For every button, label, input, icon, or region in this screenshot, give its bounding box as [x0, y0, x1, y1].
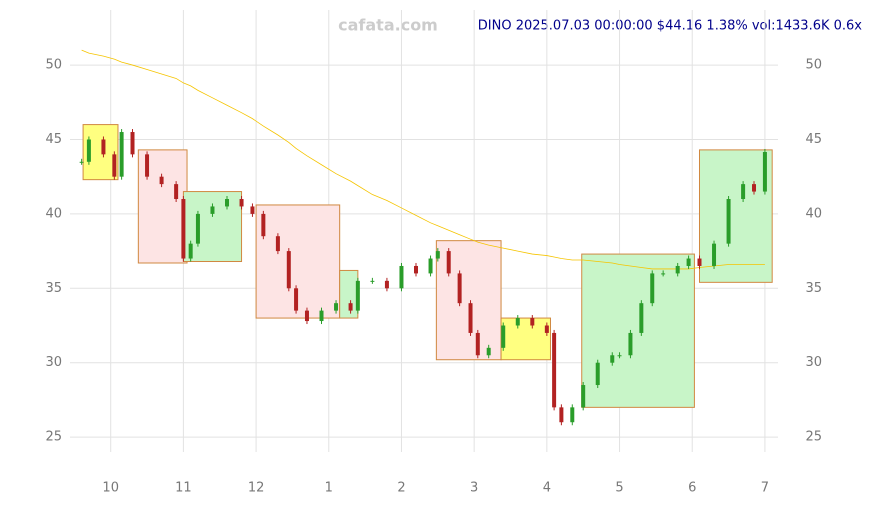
y-tick-label: 25	[45, 430, 62, 445]
candle	[334, 303, 339, 311]
range-box	[435, 240, 502, 361]
candle	[435, 251, 440, 259]
y-tick-label: 50	[805, 58, 822, 73]
y-tick-label: 45	[45, 132, 62, 147]
y-tick-label: 40	[45, 206, 62, 221]
candle	[414, 265, 419, 274]
candle	[628, 332, 633, 356]
candle	[530, 318, 535, 326]
candle	[181, 199, 186, 259]
x-tick-label: 1	[325, 481, 333, 496]
candle	[468, 303, 473, 333]
candle	[159, 176, 164, 185]
candle	[650, 273, 655, 304]
candle	[239, 199, 244, 207]
range-box	[500, 317, 551, 361]
x-tick-label: 6	[688, 481, 696, 496]
candle	[250, 206, 255, 214]
y-tick-label: 40	[805, 206, 822, 221]
candle	[210, 206, 215, 214]
candle	[119, 132, 124, 177]
chart-title: DINO 2025.07.03 00:00:00 $44.16 1.38% vo…	[478, 19, 863, 34]
range-box	[339, 269, 359, 319]
candle	[130, 132, 135, 155]
candle	[275, 236, 280, 252]
candle	[112, 154, 117, 177]
x-tick-label: 3	[470, 481, 478, 496]
candle	[570, 407, 575, 423]
candle	[726, 199, 731, 244]
candle	[515, 318, 520, 326]
candle	[79, 161, 84, 163]
candle	[697, 258, 702, 266]
range-box	[182, 191, 243, 263]
candle	[399, 265, 404, 289]
candle	[86, 139, 91, 162]
x-tick-label: 7	[761, 481, 769, 496]
candle	[661, 273, 666, 275]
range-box	[581, 253, 695, 408]
candle	[304, 310, 309, 322]
candle	[752, 184, 757, 192]
watermark: cafata.com	[338, 16, 438, 35]
candle	[741, 184, 746, 200]
x-tick-label: 2	[397, 481, 405, 496]
candle	[286, 251, 291, 289]
candle	[457, 273, 462, 304]
candle	[294, 288, 299, 311]
range-box	[698, 149, 773, 283]
ma-line	[81, 49, 765, 270]
candle	[501, 325, 506, 348]
x-tick-label: 4	[543, 481, 551, 496]
candle	[174, 184, 179, 200]
y-tick-label: 35	[45, 281, 62, 296]
candle	[595, 362, 600, 386]
y-tick-label: 35	[805, 281, 822, 296]
candle	[225, 199, 230, 207]
candle	[348, 303, 353, 311]
candle	[475, 332, 480, 356]
x-tick-label: 10	[102, 481, 119, 496]
candle	[261, 213, 266, 237]
y-tick-label: 30	[45, 355, 62, 370]
candle	[675, 265, 680, 274]
candle	[559, 407, 564, 423]
candle	[552, 332, 557, 408]
candle	[712, 243, 717, 266]
y-tick-label: 50	[45, 58, 62, 73]
candle	[486, 347, 491, 356]
candle	[384, 280, 389, 289]
candle	[370, 280, 375, 282]
candle	[355, 280, 360, 311]
y-tick-label: 30	[805, 355, 822, 370]
y-tick-label: 25	[805, 430, 822, 445]
candle	[610, 355, 615, 363]
x-tick-label: 12	[248, 481, 265, 496]
candle	[617, 355, 622, 357]
y-tick-label: 45	[805, 132, 822, 147]
candle	[145, 154, 150, 177]
candle	[686, 258, 691, 266]
candle	[762, 151, 767, 192]
x-tick-label: 5	[615, 481, 623, 496]
candle	[101, 139, 106, 155]
candle	[188, 243, 193, 259]
candle	[428, 258, 433, 274]
x-tick-label: 11	[175, 481, 192, 496]
candle	[639, 303, 644, 333]
candle	[195, 213, 200, 244]
candle	[446, 251, 451, 274]
candle	[544, 325, 549, 333]
candle	[319, 310, 324, 322]
candle	[581, 385, 586, 408]
